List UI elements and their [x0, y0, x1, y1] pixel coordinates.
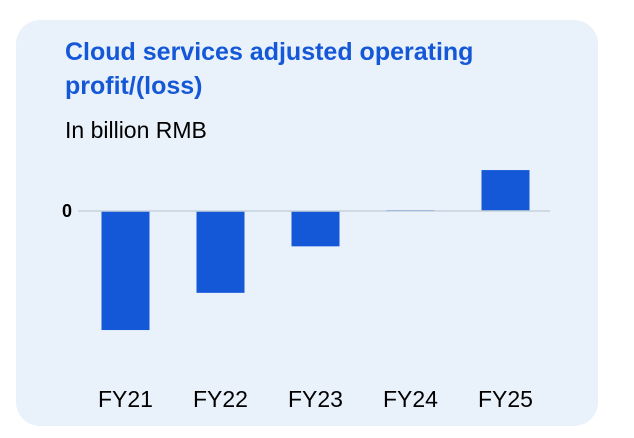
bar-fy23 — [291, 211, 340, 247]
bar-fy25 — [481, 170, 530, 211]
category-labels: FY21 FY22 FY23 FY24 FY25 — [98, 386, 533, 412]
bar-fy22 — [196, 211, 245, 293]
category-label-fy21: FY21 — [98, 386, 153, 412]
bar-fy21 — [101, 211, 150, 331]
category-label-fy24: FY24 — [383, 386, 438, 412]
y-tick-label: 0 — [62, 201, 72, 221]
category-label-fy22: FY22 — [193, 386, 248, 412]
chart-subtitle: In billion RMB — [65, 117, 207, 143]
category-label-fy25: FY25 — [478, 386, 533, 412]
category-label-fy23: FY23 — [288, 386, 343, 412]
chart-title: Cloud services adjusted operating profit… — [65, 38, 474, 100]
y-tick-labels: 0 — [62, 201, 72, 221]
bars-group — [101, 170, 530, 331]
